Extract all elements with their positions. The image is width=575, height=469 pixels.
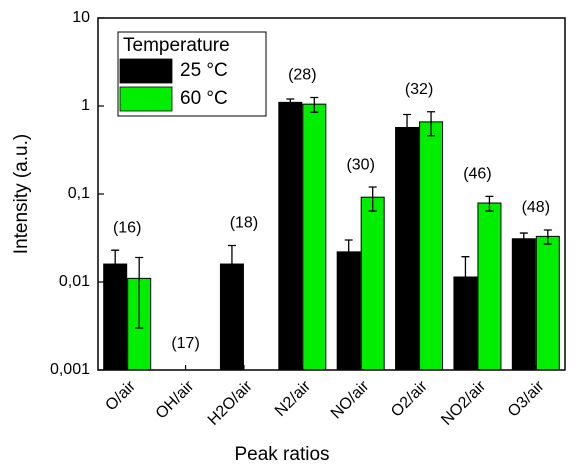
bar-group — [336, 239, 361, 371]
x-tick-label: H2O/air — [205, 377, 256, 428]
annotation: (46) — [463, 166, 491, 183]
error-bar — [543, 229, 552, 245]
legend-swatch — [119, 58, 173, 84]
error-bar — [368, 186, 377, 212]
error-bar — [310, 96, 319, 113]
annotation: (17) — [171, 335, 199, 352]
annotation: (32) — [405, 81, 433, 98]
annotation: (16) — [113, 219, 141, 236]
error-bar — [403, 113, 412, 148]
bar — [302, 103, 327, 371]
x-tick-label: NO/air — [328, 377, 373, 422]
y-tick-label: 0,01 — [59, 273, 90, 290]
legend-label: 25 °C — [180, 60, 228, 81]
x-tick-label: O/air — [102, 377, 139, 414]
annotation: (30) — [346, 156, 374, 173]
bar-group — [302, 96, 327, 371]
y-axis-title: Intensity (a.u.) — [11, 134, 32, 254]
bar — [535, 235, 560, 371]
error-bar — [461, 256, 470, 324]
error-bar — [227, 244, 236, 303]
bar-group — [453, 256, 478, 371]
legend-title: Temperature — [123, 35, 230, 56]
bar — [511, 238, 536, 371]
bar — [278, 101, 303, 371]
bar-group — [127, 256, 152, 371]
y-tick-label: 10 — [72, 9, 90, 26]
legend-swatch — [119, 86, 173, 112]
error-bar — [427, 111, 436, 137]
annotation: (28) — [288, 67, 316, 84]
error-bar — [344, 239, 353, 270]
bar-group — [278, 98, 303, 371]
bar — [395, 126, 420, 371]
error-bar — [485, 195, 494, 212]
annotation: (48) — [522, 199, 550, 216]
bar-group — [477, 195, 502, 371]
bar-group — [395, 113, 420, 371]
error-bar — [111, 249, 120, 287]
x-axis-title: Peak ratios — [234, 444, 329, 465]
bar-group — [360, 186, 385, 371]
y-tick-label: 0,1 — [68, 185, 90, 202]
y-tick-label: 1 — [81, 97, 90, 114]
legend-label: 60 °C — [180, 88, 228, 109]
bar — [419, 121, 444, 371]
error-bar — [286, 98, 295, 107]
bar — [477, 202, 502, 371]
error-bar — [519, 232, 528, 247]
x-tick-label: NO2/air — [438, 377, 489, 428]
x-tick-label: O2/air — [388, 377, 431, 420]
error-bar — [135, 256, 144, 329]
bar-group — [103, 249, 128, 371]
bar-group — [535, 229, 560, 371]
x-tick-label: OH/air — [153, 377, 198, 422]
y-tick-label: 0,001 — [50, 361, 90, 378]
x-tick-label: N2/air — [272, 377, 315, 420]
bar-group — [219, 244, 244, 371]
bar-group — [419, 111, 444, 371]
bar-group — [511, 232, 536, 371]
plot-frame — [97, 17, 566, 371]
bar — [360, 196, 385, 371]
x-tick-label: O3/air — [505, 377, 548, 420]
annotation: (18) — [230, 215, 258, 232]
